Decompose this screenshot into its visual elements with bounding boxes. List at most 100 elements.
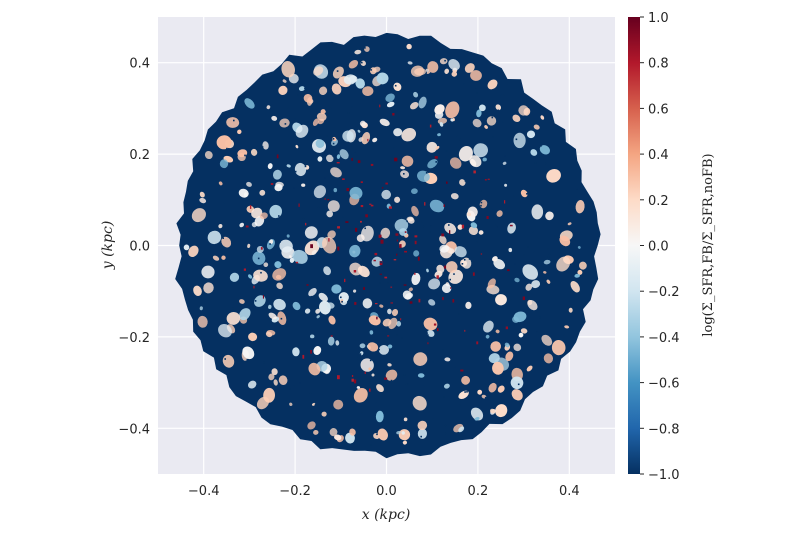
heatmap-speckle: [396, 333, 398, 336]
heatmap-patch: [512, 114, 521, 122]
heatmap-hotspot: [374, 252, 378, 256]
heatmap-hotspot: [337, 226, 340, 229]
heatmap-hotspot: [260, 247, 263, 250]
heatmap-patch: [269, 239, 274, 244]
heatmap-speckle: [380, 70, 382, 72]
heatmap-hotspot: [442, 297, 444, 301]
heatmap-speckle: [279, 241, 281, 243]
heatmap-speckle: [463, 259, 466, 261]
heatmap-patch: [496, 210, 503, 217]
heatmap-speckle: [405, 383, 408, 386]
heatmap-patch: [495, 329, 500, 334]
heatmap-patch: [402, 290, 412, 300]
heatmap-patch: [427, 61, 439, 73]
heatmap-speckle: [309, 392, 312, 395]
heatmap-speckle: [440, 214, 442, 216]
heatmap-speckle: [496, 226, 498, 228]
heatmap-speckle: [540, 145, 542, 147]
heatmap-patch: [435, 145, 440, 150]
heatmap-patch: [327, 230, 336, 239]
heatmap-speckle: [369, 359, 372, 362]
heatmap-patch: [349, 186, 363, 200]
heatmap-patch: [531, 204, 544, 220]
heatmap-patch: [546, 169, 561, 183]
heatmap-speckle: [504, 155, 506, 157]
y-tick-label: −0.2: [118, 331, 150, 346]
heatmap-speckle: [457, 313, 460, 315]
heatmap-speckle: [527, 246, 529, 248]
heatmap-patch: [376, 72, 389, 85]
heatmap-patch: [375, 410, 384, 423]
heatmap-speckle: [379, 333, 382, 336]
heatmap-patch: [272, 169, 282, 180]
heatmap-hotspot: [351, 157, 353, 161]
heatmap-patch: [487, 278, 496, 289]
heatmap-speckle: [544, 162, 547, 165]
heatmap-hotspot: [324, 198, 326, 200]
heatmap-hotspot: [353, 270, 357, 273]
heatmap-speckle: [420, 205, 423, 207]
heatmap-patch: [472, 118, 482, 128]
heatmap-speckle: [425, 251, 427, 254]
heatmap-patch: [458, 390, 469, 400]
heatmap-patch: [413, 352, 428, 366]
heatmap-speckle: [222, 237, 224, 239]
heatmap-patch: [490, 341, 502, 352]
heatmap-speckle: [373, 226, 375, 228]
heatmap-hotspot: [245, 225, 249, 228]
heatmap-speckle: [380, 261, 382, 263]
heatmap-patch: [326, 154, 334, 163]
colorbar-tick-label: 0.8: [648, 57, 669, 72]
heatmap-speckle: [293, 187, 295, 189]
heatmap-speckle: [335, 249, 338, 251]
heatmap-patch: [331, 284, 342, 294]
heatmap-hotspot: [346, 188, 350, 192]
heatmap-patch: [316, 112, 327, 121]
heatmap-speckle: [444, 432, 447, 435]
heatmap-patch: [543, 259, 551, 265]
heatmap-speckle: [225, 352, 227, 355]
heatmap-patch: [385, 93, 395, 102]
heatmap-patch: [376, 384, 384, 393]
heatmap-patch: [218, 223, 223, 229]
heatmap-speckle: [429, 112, 431, 115]
heatmap-patch: [564, 325, 570, 329]
heatmap-patch: [298, 86, 305, 92]
heatmap-speckle: [417, 286, 419, 289]
heatmap-speckle: [292, 385, 295, 387]
heatmap-patch: [551, 340, 566, 356]
heatmap-patch: [334, 434, 342, 441]
heatmap-hotspot: [486, 216, 489, 219]
heatmap-patch: [326, 210, 334, 218]
heatmap-hotspot: [302, 354, 305, 359]
heatmap-patch: [312, 402, 316, 406]
heatmap-speckle: [474, 287, 476, 290]
heatmap-speckle: [370, 69, 372, 71]
heatmap-speckle: [336, 348, 338, 350]
heatmap-speckle: [432, 418, 435, 420]
heatmap-patch: [570, 280, 580, 293]
heatmap-patch: [423, 317, 438, 331]
heatmap-speckle: [530, 243, 533, 245]
heatmap-hotspot: [473, 170, 476, 174]
heatmap-patch: [495, 404, 508, 418]
heatmap-patch: [269, 204, 283, 219]
heatmap-speckle: [254, 300, 257, 302]
heatmap-patch: [473, 143, 488, 158]
heatmap-patch: [577, 245, 581, 249]
heatmap-speckle: [285, 183, 287, 186]
heatmap-patch: [387, 344, 393, 349]
heatmap-patch: [250, 148, 258, 156]
heatmap-patch: [239, 308, 251, 321]
heatmap-speckle: [403, 173, 405, 175]
heatmap-speckle: [422, 225, 425, 228]
heatmap-patch: [465, 301, 472, 309]
heatmap-patch: [546, 279, 551, 284]
heatmap-patch: [426, 141, 438, 153]
heatmap-hotspot: [385, 182, 388, 185]
heatmap-speckle: [445, 150, 448, 152]
heatmap-patch: [191, 208, 206, 223]
heatmap-patch: [356, 234, 365, 242]
heatmap-patch: [369, 330, 374, 335]
